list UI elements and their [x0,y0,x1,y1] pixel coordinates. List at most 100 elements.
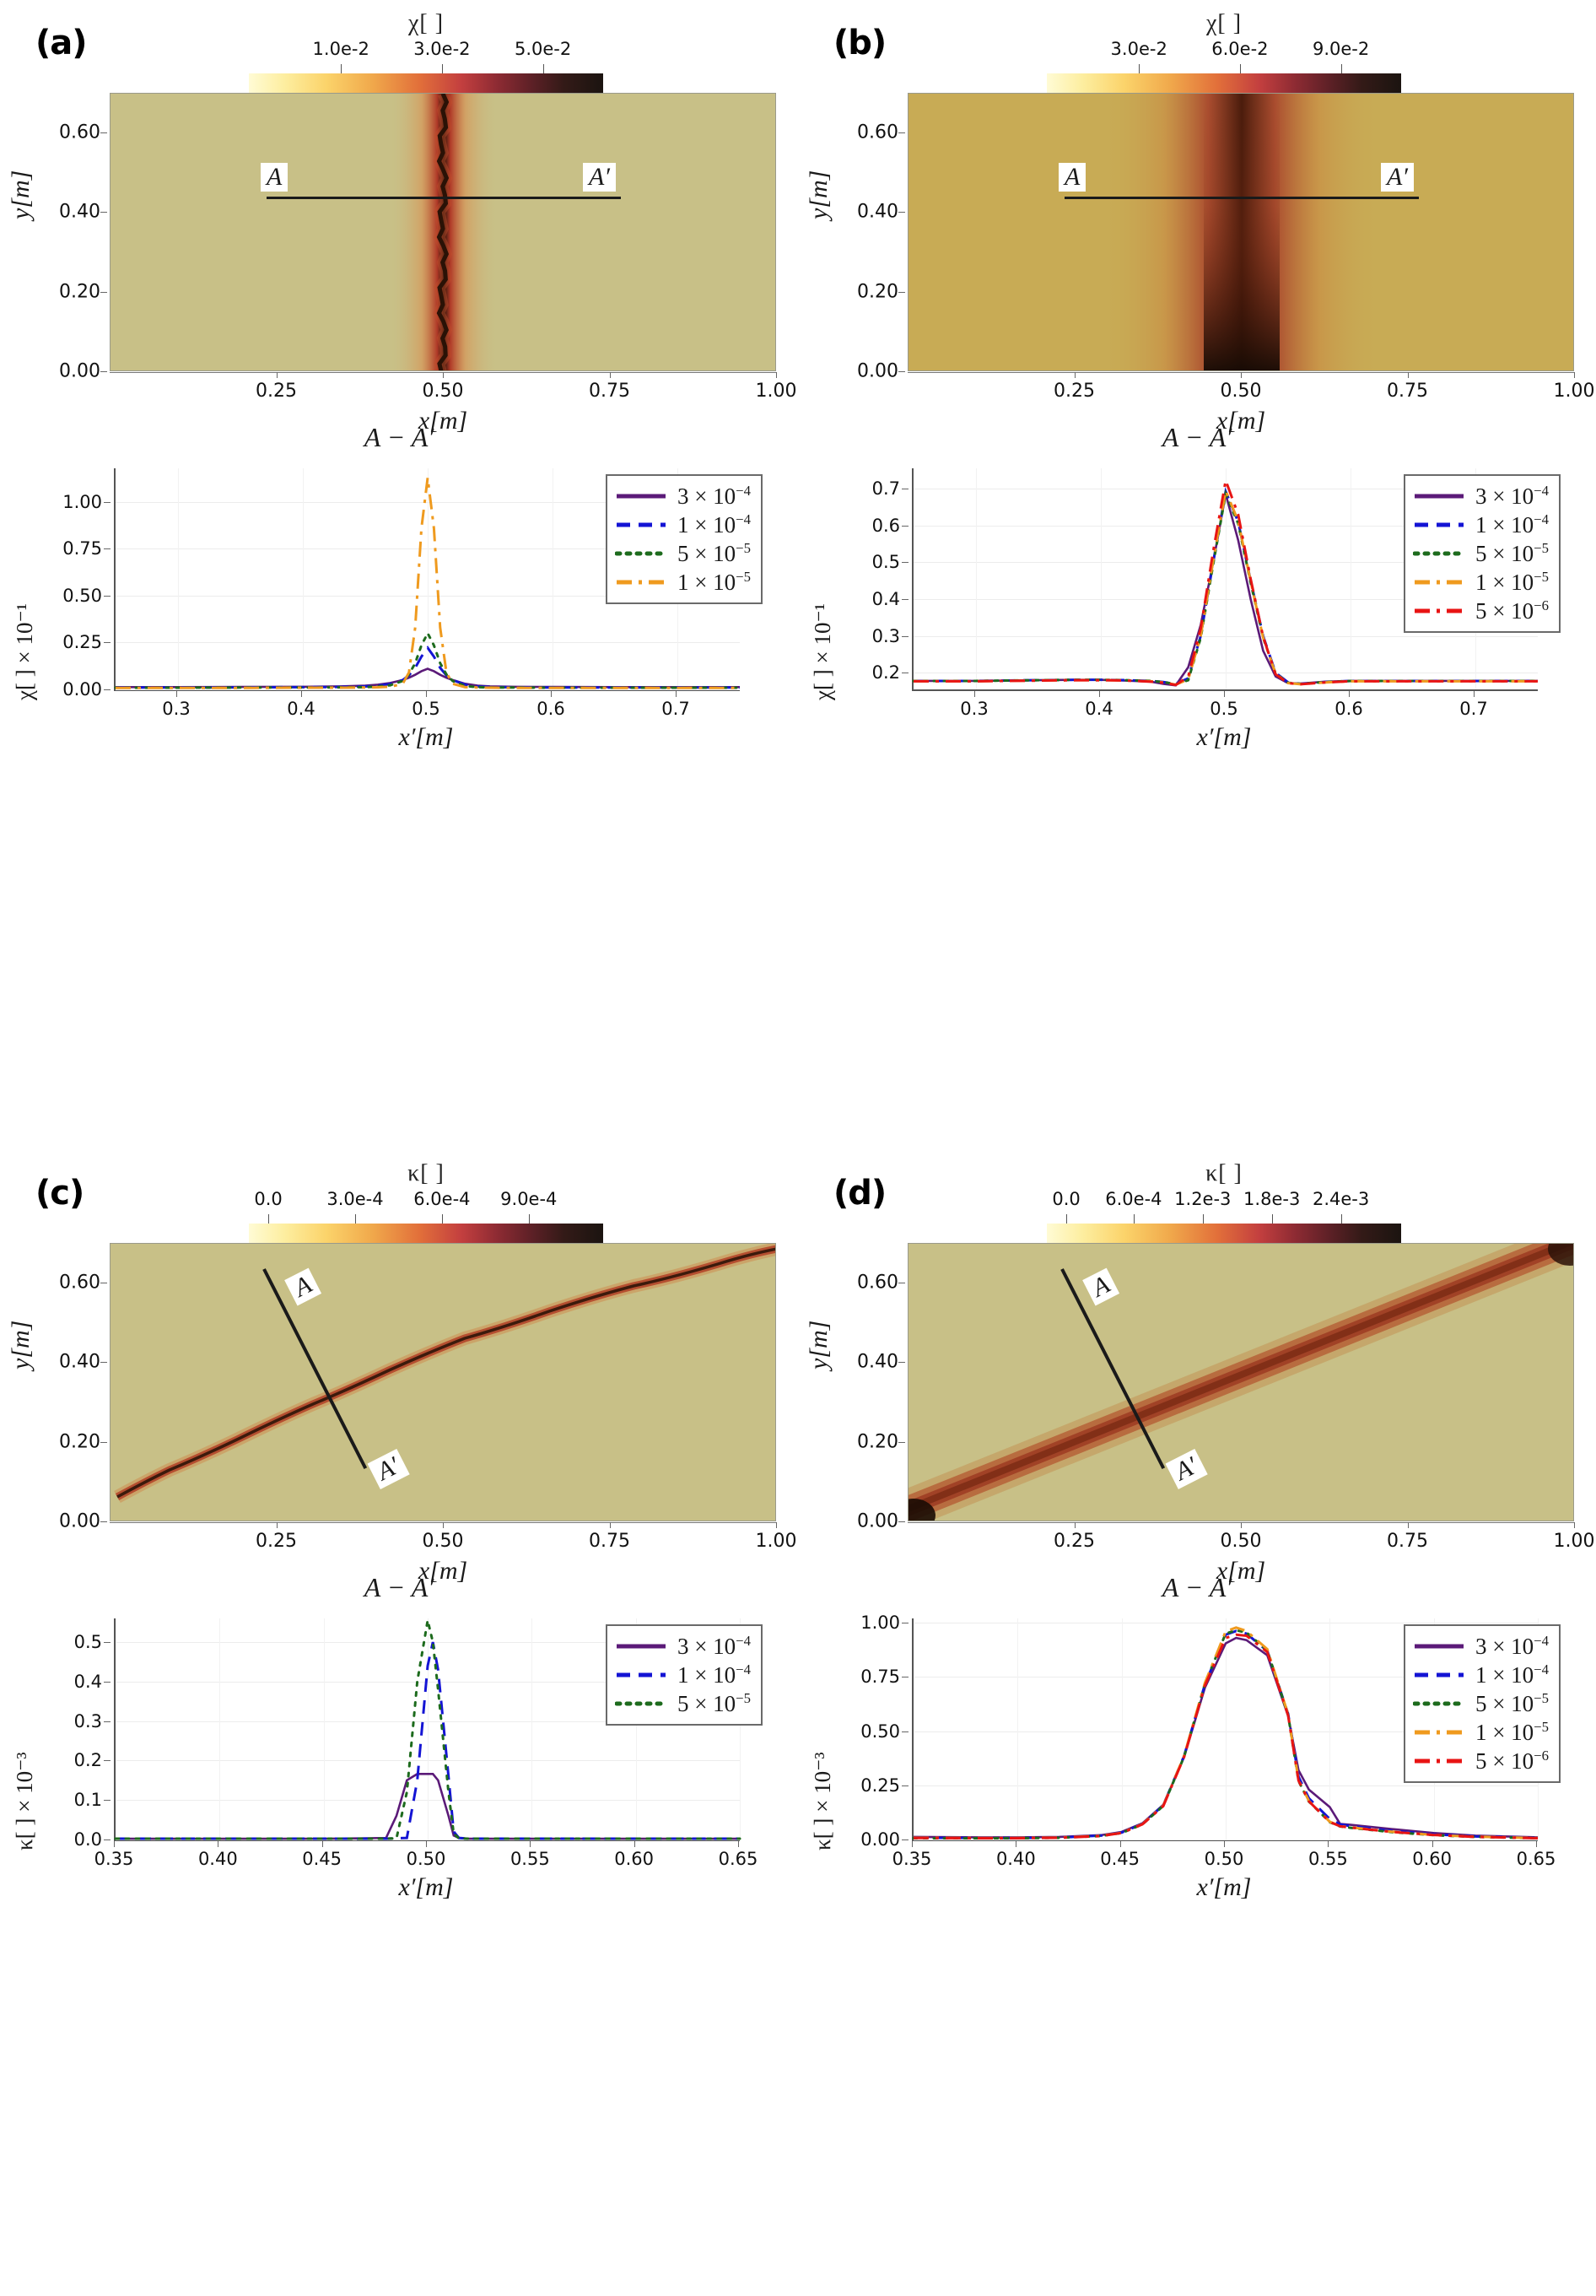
heatmap-x-tick-label: 0.75 [1387,381,1428,402]
heatmap-x-tick-mark [276,1522,278,1528]
legend-label-base: 5 × 10 [1475,598,1534,624]
legend-item[interactable]: 1 × 10−5 [615,568,751,597]
legend-label: 1 × 10−4 [1475,511,1549,538]
legend-swatch [1413,603,1465,619]
legend-label: 3 × 10−4 [1475,483,1549,510]
lineplot-x-axis-label: x′[m] [1196,723,1252,751]
legend-label-base: 5 × 10 [1475,541,1534,566]
colorbar-tick-mark [1066,1214,1068,1224]
section-label-a: A [1059,163,1086,192]
legend-item[interactable]: 5 × 10−5 [1412,1689,1549,1718]
lineplot-x-axis-label: x′[m] [398,723,454,751]
legend-label-exponent: −4 [736,511,751,527]
heatmap-x-tick-label: 0.25 [256,381,297,402]
heatmap-b: A A′ [908,93,1574,371]
section-line [1065,197,1419,199]
legend-item[interactable]: 5 × 10−6 [1413,597,1549,625]
legend-item[interactable]: 1 × 10−4 [615,1661,751,1689]
heatmap-block: y[m] 0.00 0.20 0.40 0.60 A A′ 0.25 0.50 0.75 1.00 x… [798,1243,1596,1585]
heatmap-x-tick-label: 1.00 [1553,381,1595,402]
legend-item[interactable]: 5 × 10−6 [1413,1747,1549,1775]
heatmap-y-tick-mark [100,291,107,293]
heatmap-y-axis-label: y[m] [805,1320,833,1369]
heatmap-y-tick-mark [100,212,107,213]
lineplot-y-tick-label: 0.00 [62,679,102,700]
legend-item[interactable]: 1 × 10−4 [1413,1661,1549,1689]
legend-label: 1 × 10−5 [1475,569,1549,596]
legend-swatch [615,1667,667,1683]
lineplot-x-tick-label: 0.65 [1516,1849,1556,1869]
legend-item[interactable]: 1 × 10−5 [1413,568,1549,597]
legend-item[interactable]: 3 × 10−4 [615,1632,751,1661]
colorbar-tick-label: 1.0e-2 [312,39,369,59]
legend-label: 5 × 10−6 [1475,1748,1549,1775]
legend-label-base: 1 × 10 [1475,1720,1534,1745]
lineplot-x-tick-label: 0.55 [1308,1849,1348,1869]
legend-label-base: 5 × 10 [677,1691,736,1716]
heatmap-y-ticks: 0.00 0.20 0.40 0.60 [35,1243,107,1532]
legend-item[interactable]: 1 × 10−5 [1413,1718,1549,1747]
lineplot-x-tick-label: 0.35 [94,1849,134,1869]
colorbar-tick-mark [528,1214,530,1224]
lineplot-x-tick-label: 0.7 [1459,699,1488,719]
series-line [116,477,740,689]
legend-swatch [1412,546,1466,561]
heatmap-y-tick-label: 0.60 [857,1272,898,1294]
lineplot-y-tick-mark [104,1721,111,1722]
lineplot-y-tick-label: 0.7 [871,478,900,500]
heatmap-y-tick-label: 0.60 [59,122,100,143]
heatmap-y-tick-mark [898,371,905,372]
lineplot-x-tick-mark [1224,1841,1225,1847]
colorbar-tick-label: 6.0e-4 [1105,1189,1162,1209]
series-line [116,1773,740,1840]
legend-item[interactable]: 1 × 10−4 [615,511,751,539]
panel-letter-c: (c) [35,1174,84,1213]
lineplot-x-tick-mark [321,1841,323,1847]
heatmap-x-tick-mark [1241,372,1242,378]
legend-item[interactable]: 3 × 10−4 [1413,482,1549,511]
lineplot-x-tick-label: 0.4 [1085,699,1113,719]
heatmap-x-tick-mark [443,1522,444,1528]
legend-item[interactable]: 5 × 10−5 [614,539,751,568]
heatmap-field [909,1244,1573,1521]
heatmap-x-tick-label: 0.75 [589,381,630,402]
lineplot-series-group [912,475,1539,687]
colorbar-tick-labels: 0.0 6.0e-4 1.2e-3 1.8e-3 2.4e-3 [1047,1189,1401,1214]
lineplot-y-tick-label: 0.2 [871,662,900,683]
lineplot-y-axis-label: χ[ ] × 10⁻¹ [12,603,37,700]
lineplot-x-tick-mark [301,691,302,697]
heatmap-x-axis-label: x[m] [1216,407,1266,435]
legend-swatch [614,546,668,561]
lineplot-title: A − A′ [364,1572,434,1602]
heatmap-y-tick-label: 0.40 [857,1351,898,1373]
lineplot-x-tick-mark [426,691,427,697]
legend-item[interactable]: 1 × 10−4 [1413,511,1549,539]
heatmap-y-axis-label: y[m] [7,170,35,219]
heatmap-x-tick-label: 0.50 [1220,1531,1262,1552]
heatmap-x-ticks: 0.25 0.50 0.75 1.00 [110,372,796,402]
heatmap-x-tick-label: 0.75 [1387,1531,1428,1552]
heatmap-y-tick-mark [898,1441,905,1443]
legend-swatch [614,1696,668,1711]
lineplot-y-tick-mark [902,1731,909,1732]
lineplot-x-tick-mark [1328,1841,1329,1847]
legend-swatch [615,575,667,590]
legend-label-base: 5 × 10 [677,541,736,566]
colorbar: κ[ ] 0.0 3.0e-4 6.0e-4 9.0e-4 [249,1160,603,1247]
heatmap-y-tick-mark [100,1362,107,1364]
section-label-a: A [261,163,288,192]
lineplot-y-tick-label: 0.00 [860,1829,900,1850]
lineplot-axes [114,468,741,691]
lineplot-x-tick-mark [912,1841,913,1847]
lineplot-y-tick-label: 0.3 [871,625,900,646]
legend-item[interactable]: 5 × 10−5 [614,1689,751,1718]
lineplot-y-tick-label: 0.1 [73,1790,102,1811]
legend-item[interactable]: 3 × 10−4 [615,482,751,511]
lineplot-y-axis-label: κ[ ] × 10⁻³ [12,1752,37,1850]
legend-item[interactable]: 3 × 10−4 [1413,1632,1549,1661]
heatmap-y-tick-label: 0.60 [59,1272,100,1294]
heatmap-x-tick-mark [609,372,611,378]
lineplot-x-tick-mark [1474,691,1475,697]
legend-item[interactable]: 5 × 10−5 [1412,539,1549,568]
